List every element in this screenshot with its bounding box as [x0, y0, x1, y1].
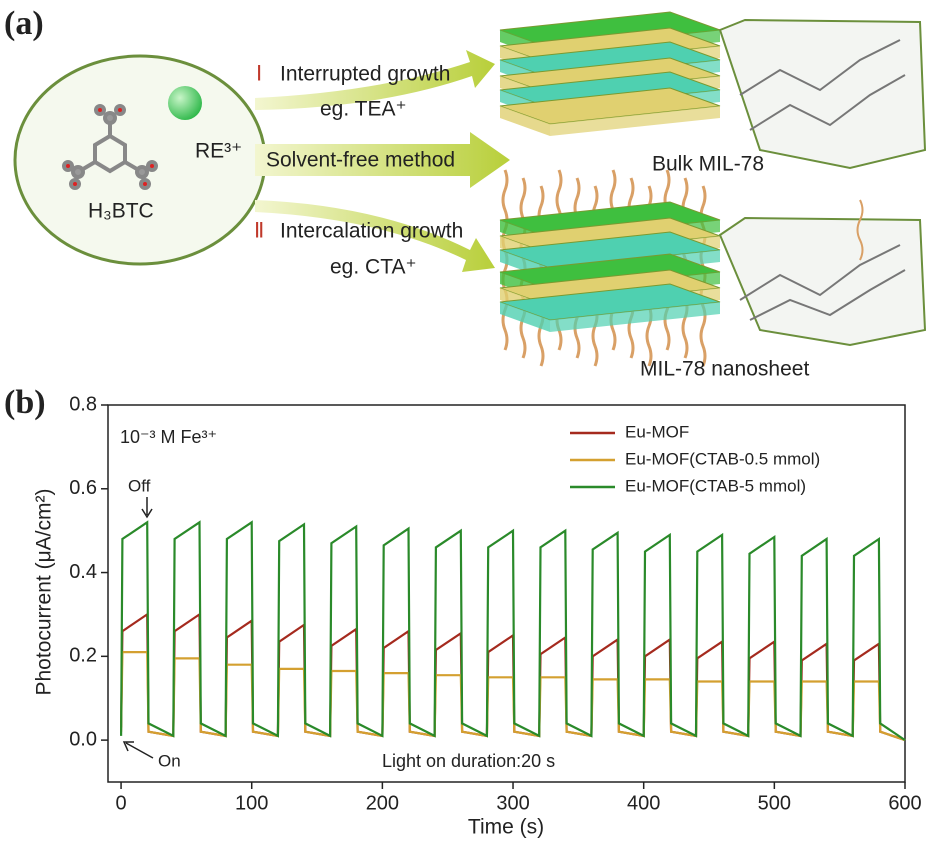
y-tick-label: 0.0 — [69, 728, 97, 750]
ion-label: RE³⁺ — [195, 140, 242, 163]
framework-sketch — [739, 39, 906, 321]
linker-molecule — [146, 160, 158, 172]
legend-label: Eu-MOF(CTAB-5 mmol) — [625, 476, 806, 495]
annotation: On — [158, 751, 181, 770]
x-tick-label: 200 — [366, 792, 399, 814]
route-label: Intercalation growth — [280, 220, 463, 243]
framework-sketch — [739, 244, 901, 301]
route-example: eg. CTA⁺ — [330, 256, 417, 279]
layer-front — [550, 106, 720, 136]
x-tick-label: 500 — [758, 792, 791, 814]
annotation: 10⁻³ M Fe³⁺ — [120, 427, 217, 447]
y-tick-label: 0.4 — [69, 561, 97, 583]
route-example: eg. TEA⁺ — [320, 98, 407, 121]
x-tick-label: 100 — [235, 792, 268, 814]
y-tick-label: 0.8 — [69, 393, 97, 415]
panel-label: (a) — [4, 5, 44, 42]
framework-sketch — [739, 39, 901, 96]
legend-label: Eu-MOF — [625, 422, 689, 441]
ion-sphere — [168, 86, 202, 120]
linker-molecule — [103, 111, 117, 125]
arrow-middle — [255, 132, 510, 188]
framework-sketch — [749, 74, 906, 131]
x-axis-title: Time (s) — [468, 816, 544, 839]
linker-molecule — [139, 178, 151, 190]
y-axis-title: Photocurrent (μA/cm²) — [33, 489, 56, 696]
x-tick-label: 600 — [888, 792, 921, 814]
product-label: MIL-78 nanosheet — [640, 358, 809, 381]
arrow-lower — [255, 200, 495, 272]
annotation-arrow — [141, 497, 153, 519]
plot-frame — [107, 404, 906, 783]
nanosheet-stack — [499, 169, 721, 367]
photocurrent-chart: (b) Time (s) Photocurrent (μA/cm²) 10⁻³ … — [4, 384, 922, 839]
linker-molecule — [62, 104, 158, 190]
zoom-panel — [718, 18, 927, 170]
framework-sketch — [856, 199, 864, 261]
series-line — [120, 520, 906, 742]
x-tick-label: 300 — [496, 792, 529, 814]
linker-molecule — [94, 104, 106, 116]
layer-side — [500, 302, 550, 332]
y-tick-label: 0.6 — [69, 477, 97, 499]
layer-front — [550, 302, 720, 332]
linker-molecule — [135, 165, 149, 179]
linker-label: H₃BTC — [88, 200, 154, 223]
annotation: Light on duration:20 s — [382, 751, 555, 771]
route-label: Solvent-free method — [266, 149, 455, 172]
annotation: Off — [128, 476, 151, 495]
arrow-upper — [255, 50, 495, 110]
layer-side — [500, 106, 550, 136]
route-numeral: Ⅰ — [256, 63, 262, 86]
linker-molecule — [114, 104, 126, 116]
linker-molecule — [69, 178, 81, 190]
product-label: Bulk MIL-78 — [652, 153, 764, 176]
linker-molecule — [71, 165, 85, 179]
legend-label: Eu-MOF(CTAB-0.5 mmol) — [625, 449, 820, 468]
bulk-stack — [499, 11, 721, 136]
framework-sketch — [749, 269, 906, 321]
linker-molecule — [62, 160, 74, 172]
x-tick-label: 400 — [627, 792, 660, 814]
y-tick-label: 0.2 — [69, 645, 97, 667]
route-label: Interrupted growth — [280, 63, 450, 86]
zoom-panel — [718, 216, 927, 347]
panel-label: (b) — [4, 384, 46, 421]
route-numeral: Ⅱ — [254, 220, 264, 243]
x-tick-label: 0 — [116, 792, 127, 814]
annotation-arrow — [122, 741, 154, 759]
schematic: (a) RE³⁺ H₃BTC Ⅰ Interrupted growth eg. … — [4, 5, 927, 381]
